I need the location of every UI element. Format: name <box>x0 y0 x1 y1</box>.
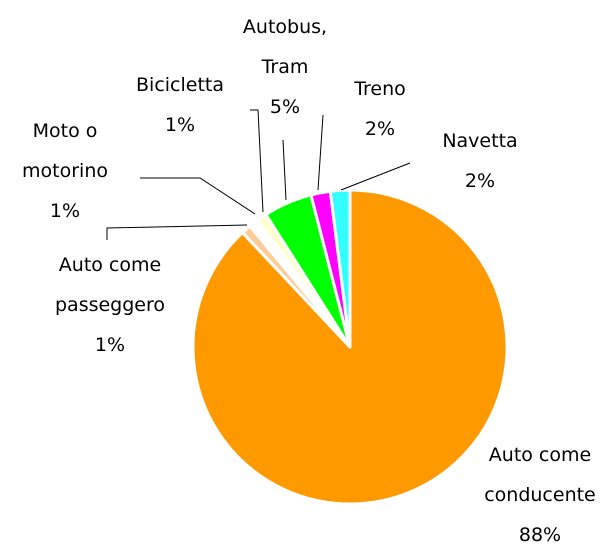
category-label: Autobus, Tram <box>242 16 328 78</box>
slice-label: Moto o motorino 1% <box>0 111 130 231</box>
value-label: 1% <box>164 114 196 136</box>
category-label: Moto o motorino <box>22 120 108 182</box>
category-label: Auto come passeggero <box>54 254 166 316</box>
value-label: 2% <box>464 170 496 192</box>
slice-label: Treno 2% <box>330 69 430 149</box>
pie-slice <box>328 188 352 349</box>
category-label: Bicicletta <box>136 74 224 96</box>
value-label: 1% <box>49 200 81 222</box>
slice-label: Bicicletta 1% <box>110 65 250 145</box>
leader-line <box>250 109 264 213</box>
value-label: 2% <box>364 118 396 140</box>
slice-label: Navetta 2% <box>420 121 540 201</box>
leader-line <box>282 139 287 201</box>
slice-label: Auto come passeggero 1% <box>20 245 200 365</box>
leader-line <box>340 162 411 191</box>
leader-line <box>140 177 256 215</box>
value-label: 1% <box>94 334 126 356</box>
category-label: Auto come conducente <box>484 444 596 506</box>
value-label: 88% <box>518 524 562 546</box>
leader-line <box>317 114 324 191</box>
leader-line <box>106 224 248 240</box>
category-label: Navetta <box>442 130 518 152</box>
slice-label: Auto come conducente 88% <box>470 435 610 547</box>
category-label: Treno <box>354 78 406 100</box>
slice-label: Autobus, Tram 5% <box>230 7 340 127</box>
value-label: 5% <box>269 96 301 118</box>
